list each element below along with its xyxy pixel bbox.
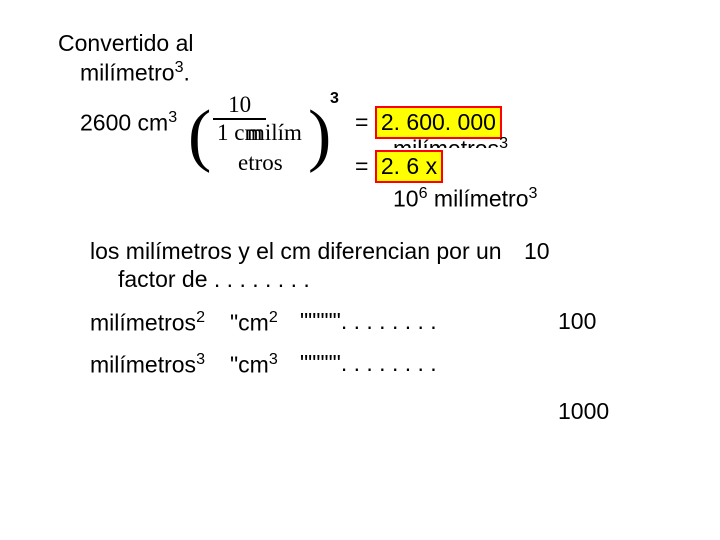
title-line1: Convertido al [58, 30, 194, 56]
eq-result3-mid: milímetro [428, 186, 529, 212]
row2-a-sup: 2 [196, 308, 205, 326]
para-line2: factor de . . . . . . . . [118, 266, 310, 292]
highlight-box-2: 2. 6 x [375, 150, 443, 183]
frac-den2: etros [238, 150, 283, 175]
row3-a: milímetros [90, 352, 196, 378]
para-line1: los milímetros y el cm diferencian por u… [90, 238, 502, 264]
eq-result3-sup1: 6 [419, 184, 428, 202]
row2-a: milímetros [90, 310, 196, 336]
row3-a-sup: 3 [196, 350, 205, 368]
eq-result2-eq: = [355, 153, 375, 179]
eq-result3-base: 10 [393, 186, 419, 212]
title-line2-sup: 3 [175, 58, 184, 76]
title-line2-suffix: . [184, 60, 190, 86]
row3-right: 1000 [558, 398, 609, 424]
row3-c: """"". . . . . . . . [300, 350, 437, 376]
row2-c: """"". . . . . . . . [300, 308, 437, 334]
value-left: 2600 cm [80, 110, 168, 136]
row3-b: "cm [230, 352, 269, 378]
outer-exp: 3 [330, 90, 339, 107]
eq-result1-val: 2. 600. 000 [381, 109, 496, 135]
row3-b-sup: 3 [269, 350, 278, 368]
row2-right: 100 [558, 308, 596, 334]
para-line1-right: 10 [524, 238, 550, 264]
eq-result3-sup2: 3 [529, 184, 538, 202]
row2-b-sup: 2 [269, 308, 278, 326]
title-line2-prefix: milímetro [80, 60, 175, 86]
frac-num: 10 [213, 92, 266, 120]
row2-b: "cm [230, 310, 269, 336]
frac-den1: milím [247, 120, 302, 145]
eq-result1-eq: = [355, 109, 375, 135]
eq-result2-val: 2. 6 x [381, 153, 437, 179]
value-left-sup: 3 [168, 108, 177, 126]
